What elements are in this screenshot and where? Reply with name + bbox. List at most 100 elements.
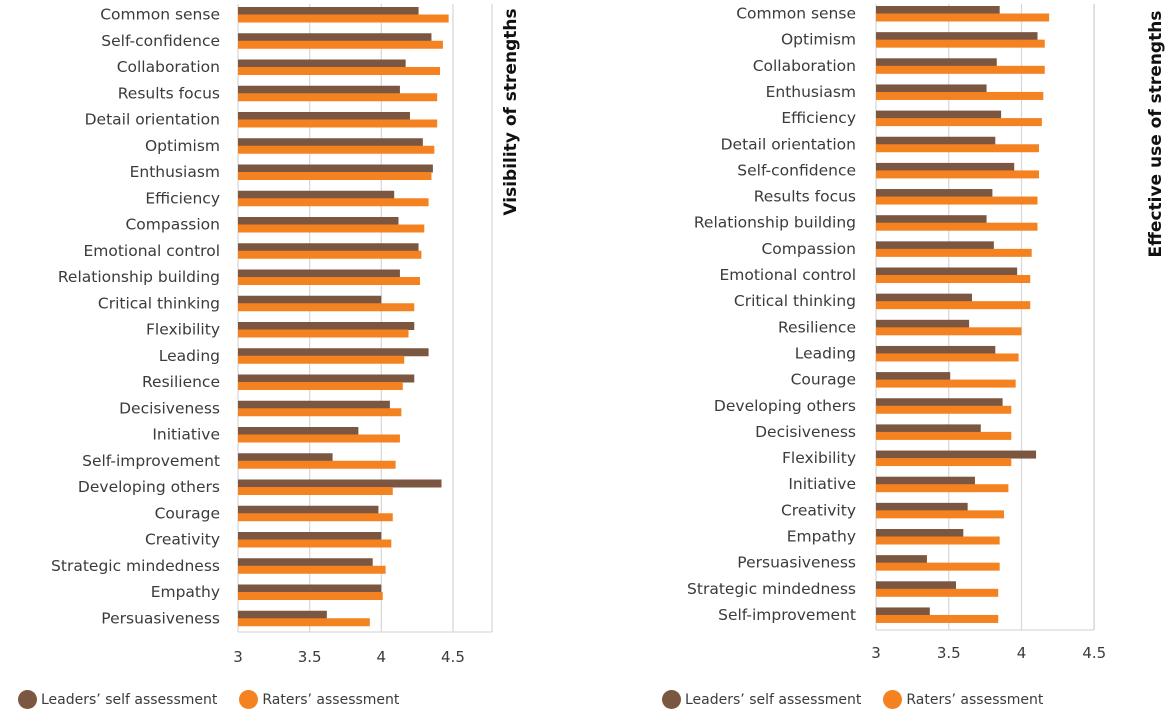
bar-self-flexibility [238, 322, 415, 330]
bar-self-optimism [876, 32, 1038, 41]
bar-self-initiative [238, 427, 359, 435]
category-label: Self-confidence [737, 161, 856, 179]
bar-raters-self-confidence [876, 170, 1039, 179]
category-label: Self-improvement [718, 606, 856, 624]
legend-label-self: Leaders’ self assessment [41, 691, 218, 708]
legend-right: Leaders’ self assessment Raters’ assessm… [662, 690, 1065, 709]
bar-self-common-sense [238, 7, 419, 15]
bar-raters-common-sense [238, 14, 449, 23]
category-label: Strategic mindedness [51, 557, 220, 575]
chart-title: Visibility of strengths [501, 8, 521, 215]
bar-self-relationship-building [876, 215, 987, 224]
bar-raters-self-improvement [876, 614, 999, 623]
category-label: Common sense [100, 6, 220, 24]
bar-self-emotional-control [238, 243, 419, 252]
category-label: Persuasiveness [101, 609, 220, 627]
bar-raters-relationship-building [238, 277, 420, 285]
bar-self-critical-thinking [238, 295, 382, 304]
bar-raters-empathy [876, 536, 1000, 545]
bar-raters-results-focus [238, 93, 438, 102]
category-label: Decisiveness [755, 423, 856, 441]
bar-raters-results-focus [876, 196, 1038, 205]
category-label: Relationship building [58, 268, 220, 286]
x-tick-label: 4.5 [1082, 644, 1106, 662]
bar-raters-creativity [876, 510, 1005, 519]
bar-self-courage [238, 505, 379, 514]
bar-raters-courage [876, 379, 1016, 388]
bar-raters-initiative [876, 484, 1009, 493]
bar-self-resilience [238, 374, 415, 383]
bar-self-leading [876, 345, 996, 354]
category-label: Compassion [125, 216, 220, 234]
bar-self-results-focus [876, 189, 993, 198]
legend-swatch-self [662, 690, 681, 709]
bar-raters-resilience [238, 382, 403, 390]
bar-raters-developing-others [238, 487, 393, 495]
category-label: Enthusiasm [766, 83, 856, 101]
bar-raters-common-sense [876, 13, 1050, 22]
chart-effective-use: Common sense Optimism Collaboration Enthusi… [687, 4, 1166, 662]
category-label: Efficiency [145, 189, 220, 207]
bar-self-efficiency [876, 110, 1002, 119]
bar-raters-collaboration [876, 65, 1045, 74]
bar-raters-enthusiasm [876, 91, 1044, 100]
category-label: Empathy [151, 583, 220, 601]
bar-self-collaboration [876, 58, 997, 67]
x-tick-label: 4 [1017, 644, 1027, 662]
category-label: Detail orientation [85, 111, 220, 129]
x-tick-label: 3 [233, 648, 243, 666]
category-label: Resilience [778, 318, 856, 336]
bar-raters-efficiency [876, 118, 1042, 127]
category-label: Results focus [754, 188, 856, 206]
category-label: Self-improvement [82, 452, 220, 470]
category-label: Collaboration [753, 57, 856, 75]
bar-self-strategic-mindedness [238, 558, 373, 567]
category-label: Flexibility [782, 449, 856, 467]
bar-raters-self-confidence [238, 40, 443, 49]
bar-raters-developing-others [876, 405, 1012, 414]
bar-self-developing-others [876, 398, 1003, 407]
bar-raters-optimism [876, 39, 1045, 48]
bar-self-compassion [876, 241, 994, 250]
bar-raters-self-improvement [238, 460, 396, 469]
legend-label-raters: Raters’ assessment [906, 691, 1044, 708]
category-label: Critical thinking [98, 294, 220, 312]
bar-self-optimism [238, 138, 423, 147]
category-label: Persuasiveness [737, 554, 856, 572]
bar-self-detail-orientation [238, 112, 410, 120]
category-label: Enthusiasm [130, 163, 220, 181]
bar-raters-compassion [238, 224, 425, 233]
bar-self-emotional-control [876, 267, 1018, 276]
bar-self-critical-thinking [876, 293, 973, 302]
bar-self-relationship-building [238, 269, 400, 278]
bar-raters-decisiveness [238, 408, 402, 417]
bar-raters-flexibility [238, 329, 409, 338]
category-label: Optimism [145, 137, 220, 155]
bar-self-self-improvement [238, 453, 333, 462]
bar-self-resilience [876, 319, 970, 328]
category-label: Relationship building [694, 214, 856, 232]
bar-raters-courage [238, 513, 393, 522]
x-tick-label: 4.5 [441, 648, 465, 666]
category-label: Resilience [142, 373, 220, 391]
category-label: Compassion [761, 240, 856, 258]
bar-raters-resilience [876, 327, 1022, 336]
bar-raters-critical-thinking [238, 303, 415, 312]
category-label: Developing others [714, 397, 856, 415]
legend-item-raters: Raters’ assessment [883, 690, 1043, 709]
bar-raters-empathy [238, 592, 383, 600]
bar-self-creativity [238, 532, 382, 540]
bar-raters-detail-orientation [876, 144, 1039, 153]
bar-self-compassion [238, 217, 399, 225]
x-tick-label: 3.5 [937, 644, 961, 662]
bar-self-decisiveness [238, 400, 390, 409]
bar-self-common-sense [876, 6, 1000, 14]
category-label: Strategic mindedness [687, 580, 856, 598]
category-label: Courage [155, 504, 220, 522]
category-label: Initiative [788, 475, 856, 493]
bar-self-persuasiveness [876, 555, 927, 564]
category-label: Decisiveness [119, 399, 220, 417]
bar-self-empathy [876, 529, 964, 537]
x-tick-label: 3.5 [298, 648, 322, 666]
bar-raters-initiative [238, 434, 400, 443]
